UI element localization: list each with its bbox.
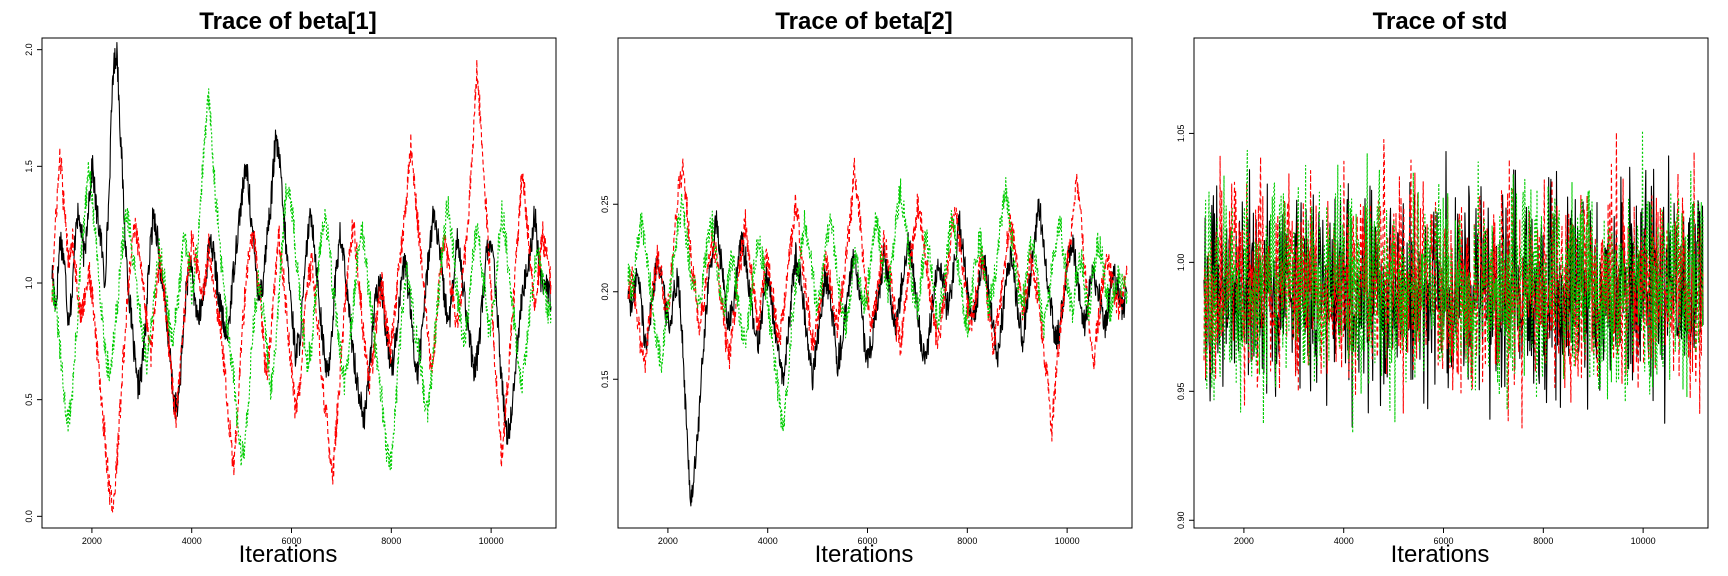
x-axis-label: Iterations: [1390, 541, 1490, 568]
trace-plot-std: 2000 4000 6000 8000 10000 0.90 0.95 1.00 1.05: [1176, 37, 1709, 546]
trace-line-chain-2: [51, 59, 552, 513]
trace-line-chain-3: [51, 88, 552, 471]
x-tick-label: 2000: [658, 536, 678, 546]
y-tick-label: 1.5: [24, 160, 34, 173]
y-tick-label: 0.5: [24, 393, 34, 406]
x-tick-label: 6000: [281, 536, 301, 546]
chart-title: Trace of beta[1]: [199, 8, 377, 35]
x-tick-label: 2000: [1234, 536, 1254, 546]
y-tick-label: 0.15: [600, 370, 610, 388]
y-tick-label: 0.95: [1176, 383, 1186, 401]
trace-plot-beta2: 2000 4000 6000 8000 10000 0.15 0.20 0.25: [600, 37, 1133, 546]
trace-line-chain-2: [627, 157, 1128, 442]
x-tick-label: 10000: [1055, 536, 1080, 546]
x-axis-label: Iterations: [238, 541, 338, 568]
plot-frame: [1193, 37, 1709, 529]
trace-line-chain-3: [1203, 130, 1704, 434]
x-tick-label: 6000: [857, 536, 877, 546]
y-tick-label: 1.05: [1176, 125, 1186, 143]
trace-panel-beta2: 2000 4000 6000 8000 10000 0.15 0.20 0.25 Trace …: [576, 0, 1152, 576]
y-tick-label: 1.0: [24, 277, 34, 290]
plot-frame: [617, 37, 1133, 529]
x-tick-label: 10000: [1631, 536, 1656, 546]
x-tick-label: 8000: [381, 536, 401, 546]
x-tick-label: 6000: [1433, 536, 1453, 546]
trace-line-chain-3: [627, 177, 1128, 432]
x-tick-label: 8000: [957, 536, 977, 546]
trace-panel-beta1: 2000 4000 6000 8000 10000 0.0 0.5 1.0 1.5 2.0 Tra…: [0, 0, 576, 576]
trace-line-chain-1: [51, 42, 552, 445]
x-tick-label: 8000: [1533, 536, 1553, 546]
y-tick-label: 2.0: [24, 43, 34, 56]
trace-plot-beta1: 2000 4000 6000 8000 10000 0.0 0.5 1.0 1.5 2.0: [24, 37, 557, 546]
y-tick-label: 0.90: [1176, 511, 1186, 529]
chart-title: Trace of std: [1372, 8, 1508, 35]
y-tick-label: 0.20: [600, 283, 610, 301]
x-tick-label: 2000: [82, 536, 102, 546]
y-tick-label: 0.0: [24, 510, 34, 523]
x-tick-label: 10000: [479, 536, 504, 546]
chart-title: Trace of beta[2]: [775, 8, 953, 35]
x-tick-label: 4000: [182, 536, 202, 546]
x-tick-label: 4000: [758, 536, 778, 546]
x-axis-label: Iterations: [814, 541, 914, 568]
y-tick-label: 1.00: [1176, 254, 1186, 272]
trace-line-chain-1: [627, 198, 1128, 507]
trace-panel-std: 2000 4000 6000 8000 10000 0.90 0.95 1.00 1.05 Tr…: [1152, 0, 1728, 576]
x-tick-label: 4000: [1334, 536, 1354, 546]
y-tick-label: 0.25: [600, 195, 610, 213]
